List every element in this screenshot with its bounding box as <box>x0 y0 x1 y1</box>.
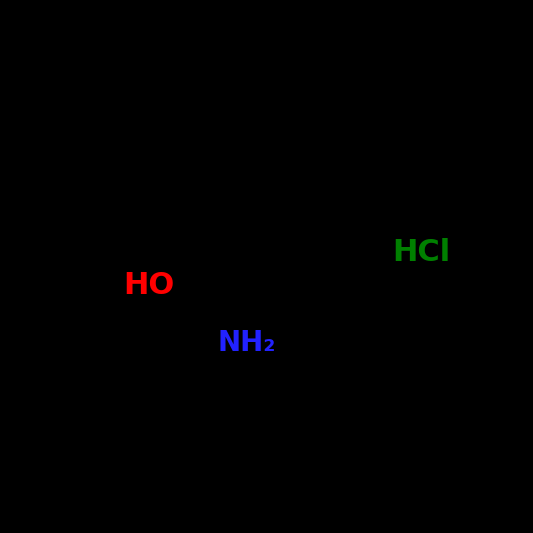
Text: NH₂: NH₂ <box>217 329 276 357</box>
Text: HCl: HCl <box>392 238 450 267</box>
Text: HO: HO <box>123 271 175 300</box>
